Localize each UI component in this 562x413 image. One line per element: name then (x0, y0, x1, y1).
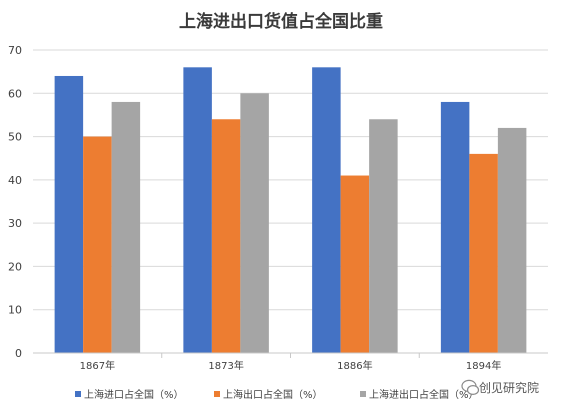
bar (240, 93, 269, 354)
x-tick-label: 1867年 (80, 359, 115, 372)
bar (469, 153, 498, 353)
legend: 上海进口占全国（%） 上海出口占全国（%） 上海进出口占全国（%） (75, 388, 479, 401)
legend-label: 上海出口占全国（%） (223, 388, 323, 401)
y-tick-label: 60 (8, 87, 22, 100)
bar (440, 101, 470, 353)
chart-title: 上海进出口货值占全国比重 (179, 11, 383, 32)
x-axis-labels: 1867年 1873年 1886年 1894年 (80, 353, 501, 372)
wechat-bubble-icon (461, 379, 480, 396)
bar (211, 119, 241, 353)
legend-label: 上海进口占全国（%） (84, 388, 184, 401)
y-tick-label: 0 (15, 347, 22, 360)
bar (111, 101, 141, 353)
bar (83, 136, 112, 353)
bar (183, 67, 212, 354)
legend-swatch (75, 391, 81, 397)
y-tick-label: 70 (8, 44, 22, 57)
x-tick-label: 1894年 (466, 359, 501, 372)
y-tick-label: 50 (8, 131, 22, 144)
bars (54, 67, 527, 354)
bar (312, 67, 341, 354)
x-tick-label: 1886年 (337, 359, 372, 372)
bar (54, 75, 84, 353)
watermark-text: 创见研究院 (479, 380, 539, 395)
legend-label: 上海进出口占全国（%） (369, 388, 479, 401)
y-tick-label: 20 (8, 260, 22, 273)
y-tick-label: 30 (8, 217, 22, 230)
y-axis-ticks: 0 10 20 30 40 50 60 70 (8, 44, 22, 360)
legend-swatch (214, 391, 220, 397)
bar (497, 127, 527, 354)
bar (340, 175, 370, 353)
watermark: 创见研究院 (461, 379, 539, 396)
bar (369, 119, 398, 353)
legend-swatch (360, 391, 366, 397)
y-tick-label: 10 (8, 304, 22, 317)
x-tick-label: 1873年 (208, 359, 243, 372)
y-tick-label: 40 (8, 174, 22, 187)
